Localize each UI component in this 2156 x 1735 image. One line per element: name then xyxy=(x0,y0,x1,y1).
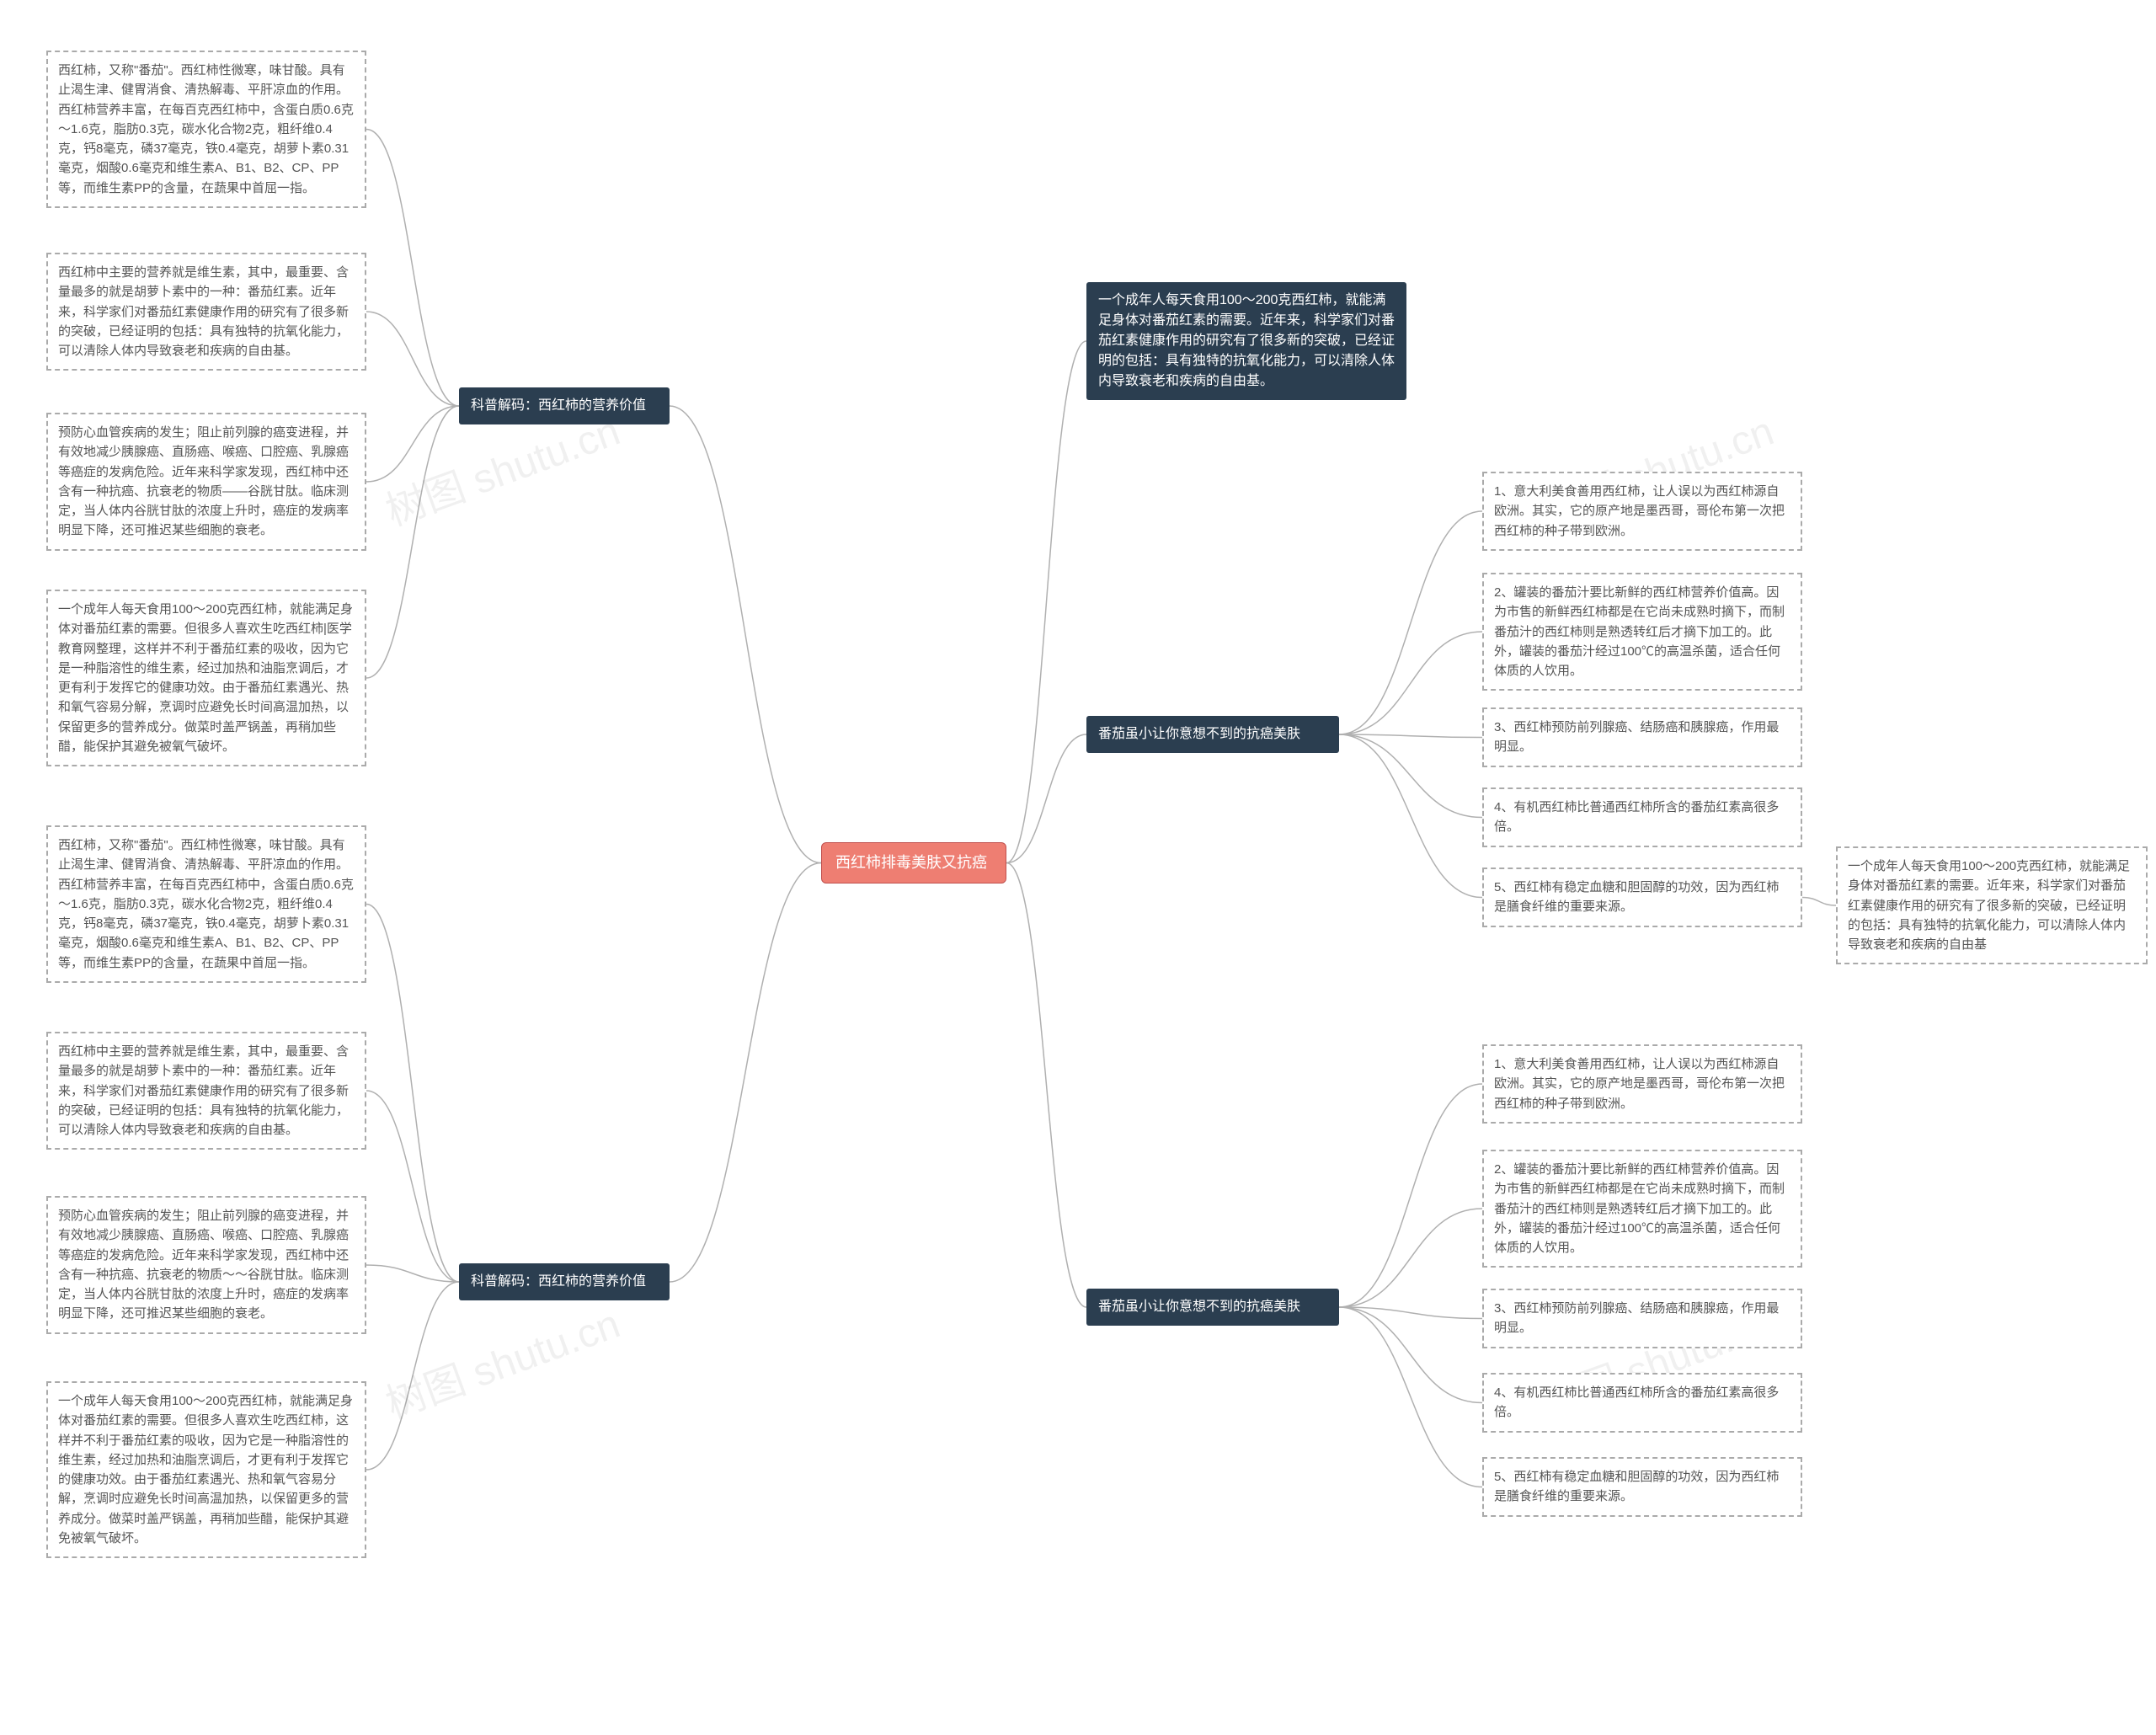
leaf-l3[interactable]: 预防心血管疾病的发生；阻止前列腺的癌变进程，并有效地减少胰腺癌、直肠癌、喉癌、口… xyxy=(46,413,366,551)
leaf-r7[interactable]: 2、罐装的番茄汁要比新鲜的西红柿营养价值高。因为市售的新鲜西红柿都是在它尚未成熟… xyxy=(1482,1150,1802,1268)
leaf-r3[interactable]: 3、西红柿预防前列腺癌、结肠癌和胰腺癌，作用最明显。 xyxy=(1482,707,1802,767)
leaf-r5b[interactable]: 一个成年人每天食用100～200克西红柿，就能满足身体对番茄红素的需要。近年来，… xyxy=(1836,846,2148,964)
leaf-l1[interactable]: 西红柿，又称"番茄"。西红柿性微寒，味甘酸。具有止渴生津、健胃消食、清热解毒、平… xyxy=(46,51,366,208)
leaf-r5[interactable]: 5、西红柿有稳定血糖和胆固醇的功效，因为西红柿是膳食纤维的重要来源。 xyxy=(1482,868,1802,927)
leaf-r6[interactable]: 1、意大利美食善用西红柿，让人误以为西红柿源自欧洲。其实，它的原产地是墨西哥，哥… xyxy=(1482,1044,1802,1124)
branch-right-mid[interactable]: 番茄虽小让你意想不到的抗癌美肤 xyxy=(1086,716,1339,753)
mindmap-center[interactable]: 西红柿排毒美肤又抗癌 xyxy=(821,842,1006,884)
leaf-r1[interactable]: 1、意大利美食善用西红柿，让人误以为西红柿源自欧洲。其实，它的原产地是墨西哥，哥… xyxy=(1482,472,1802,551)
watermark: 树图 shutu.cn xyxy=(376,1290,627,1429)
branch-left-bottom[interactable]: 科普解码：西红柿的营养价值 xyxy=(459,1263,670,1300)
branch-left-top[interactable]: 科普解码：西红柿的营养价值 xyxy=(459,387,670,424)
leaf-l7[interactable]: 预防心血管疾病的发生；阻止前列腺的癌变进程，并有效地减少胰腺癌、直肠癌、喉癌、口… xyxy=(46,1196,366,1334)
leaf-l2[interactable]: 西红柿中主要的营养就是维生素，其中，最重要、含量最多的就是胡萝卜素中的一种：番茄… xyxy=(46,253,366,371)
leaf-l4[interactable]: 一个成年人每天食用100～200克西红柿，就能满足身体对番茄红素的需要。但很多人… xyxy=(46,590,366,766)
branch-right-intro[interactable]: 一个成年人每天食用100～200克西红柿，就能满足身体对番茄红素的需要。近年来，… xyxy=(1086,282,1406,400)
leaf-l6[interactable]: 西红柿中主要的营养就是维生素，其中，最重要、含量最多的就是胡萝卜素中的一种：番茄… xyxy=(46,1032,366,1150)
leaf-r4[interactable]: 4、有机西红柿比普通西红柿所含的番茄红素高很多倍。 xyxy=(1482,787,1802,847)
branch-right-bottom[interactable]: 番茄虽小让你意想不到的抗癌美肤 xyxy=(1086,1289,1339,1326)
leaf-r10[interactable]: 5、西红柿有稳定血糖和胆固醇的功效，因为西红柿是膳食纤维的重要来源。 xyxy=(1482,1457,1802,1517)
leaf-r8[interactable]: 3、西红柿预防前列腺癌、结肠癌和胰腺癌，作用最明显。 xyxy=(1482,1289,1802,1348)
leaf-r2[interactable]: 2、罐装的番茄汁要比新鲜的西红柿营养价值高。因为市售的新鲜西红柿都是在它尚未成熟… xyxy=(1482,573,1802,691)
leaf-l5[interactable]: 西红柿，又称"番茄"。西红柿性微寒，味甘酸。具有止渴生津、健胃消食、清热解毒、平… xyxy=(46,825,366,983)
leaf-l8[interactable]: 一个成年人每天食用100～200克西红柿，就能满足身体对番茄红素的需要。但很多人… xyxy=(46,1381,366,1558)
leaf-r9[interactable]: 4、有机西红柿比普通西红柿所含的番茄红素高很多倍。 xyxy=(1482,1373,1802,1433)
